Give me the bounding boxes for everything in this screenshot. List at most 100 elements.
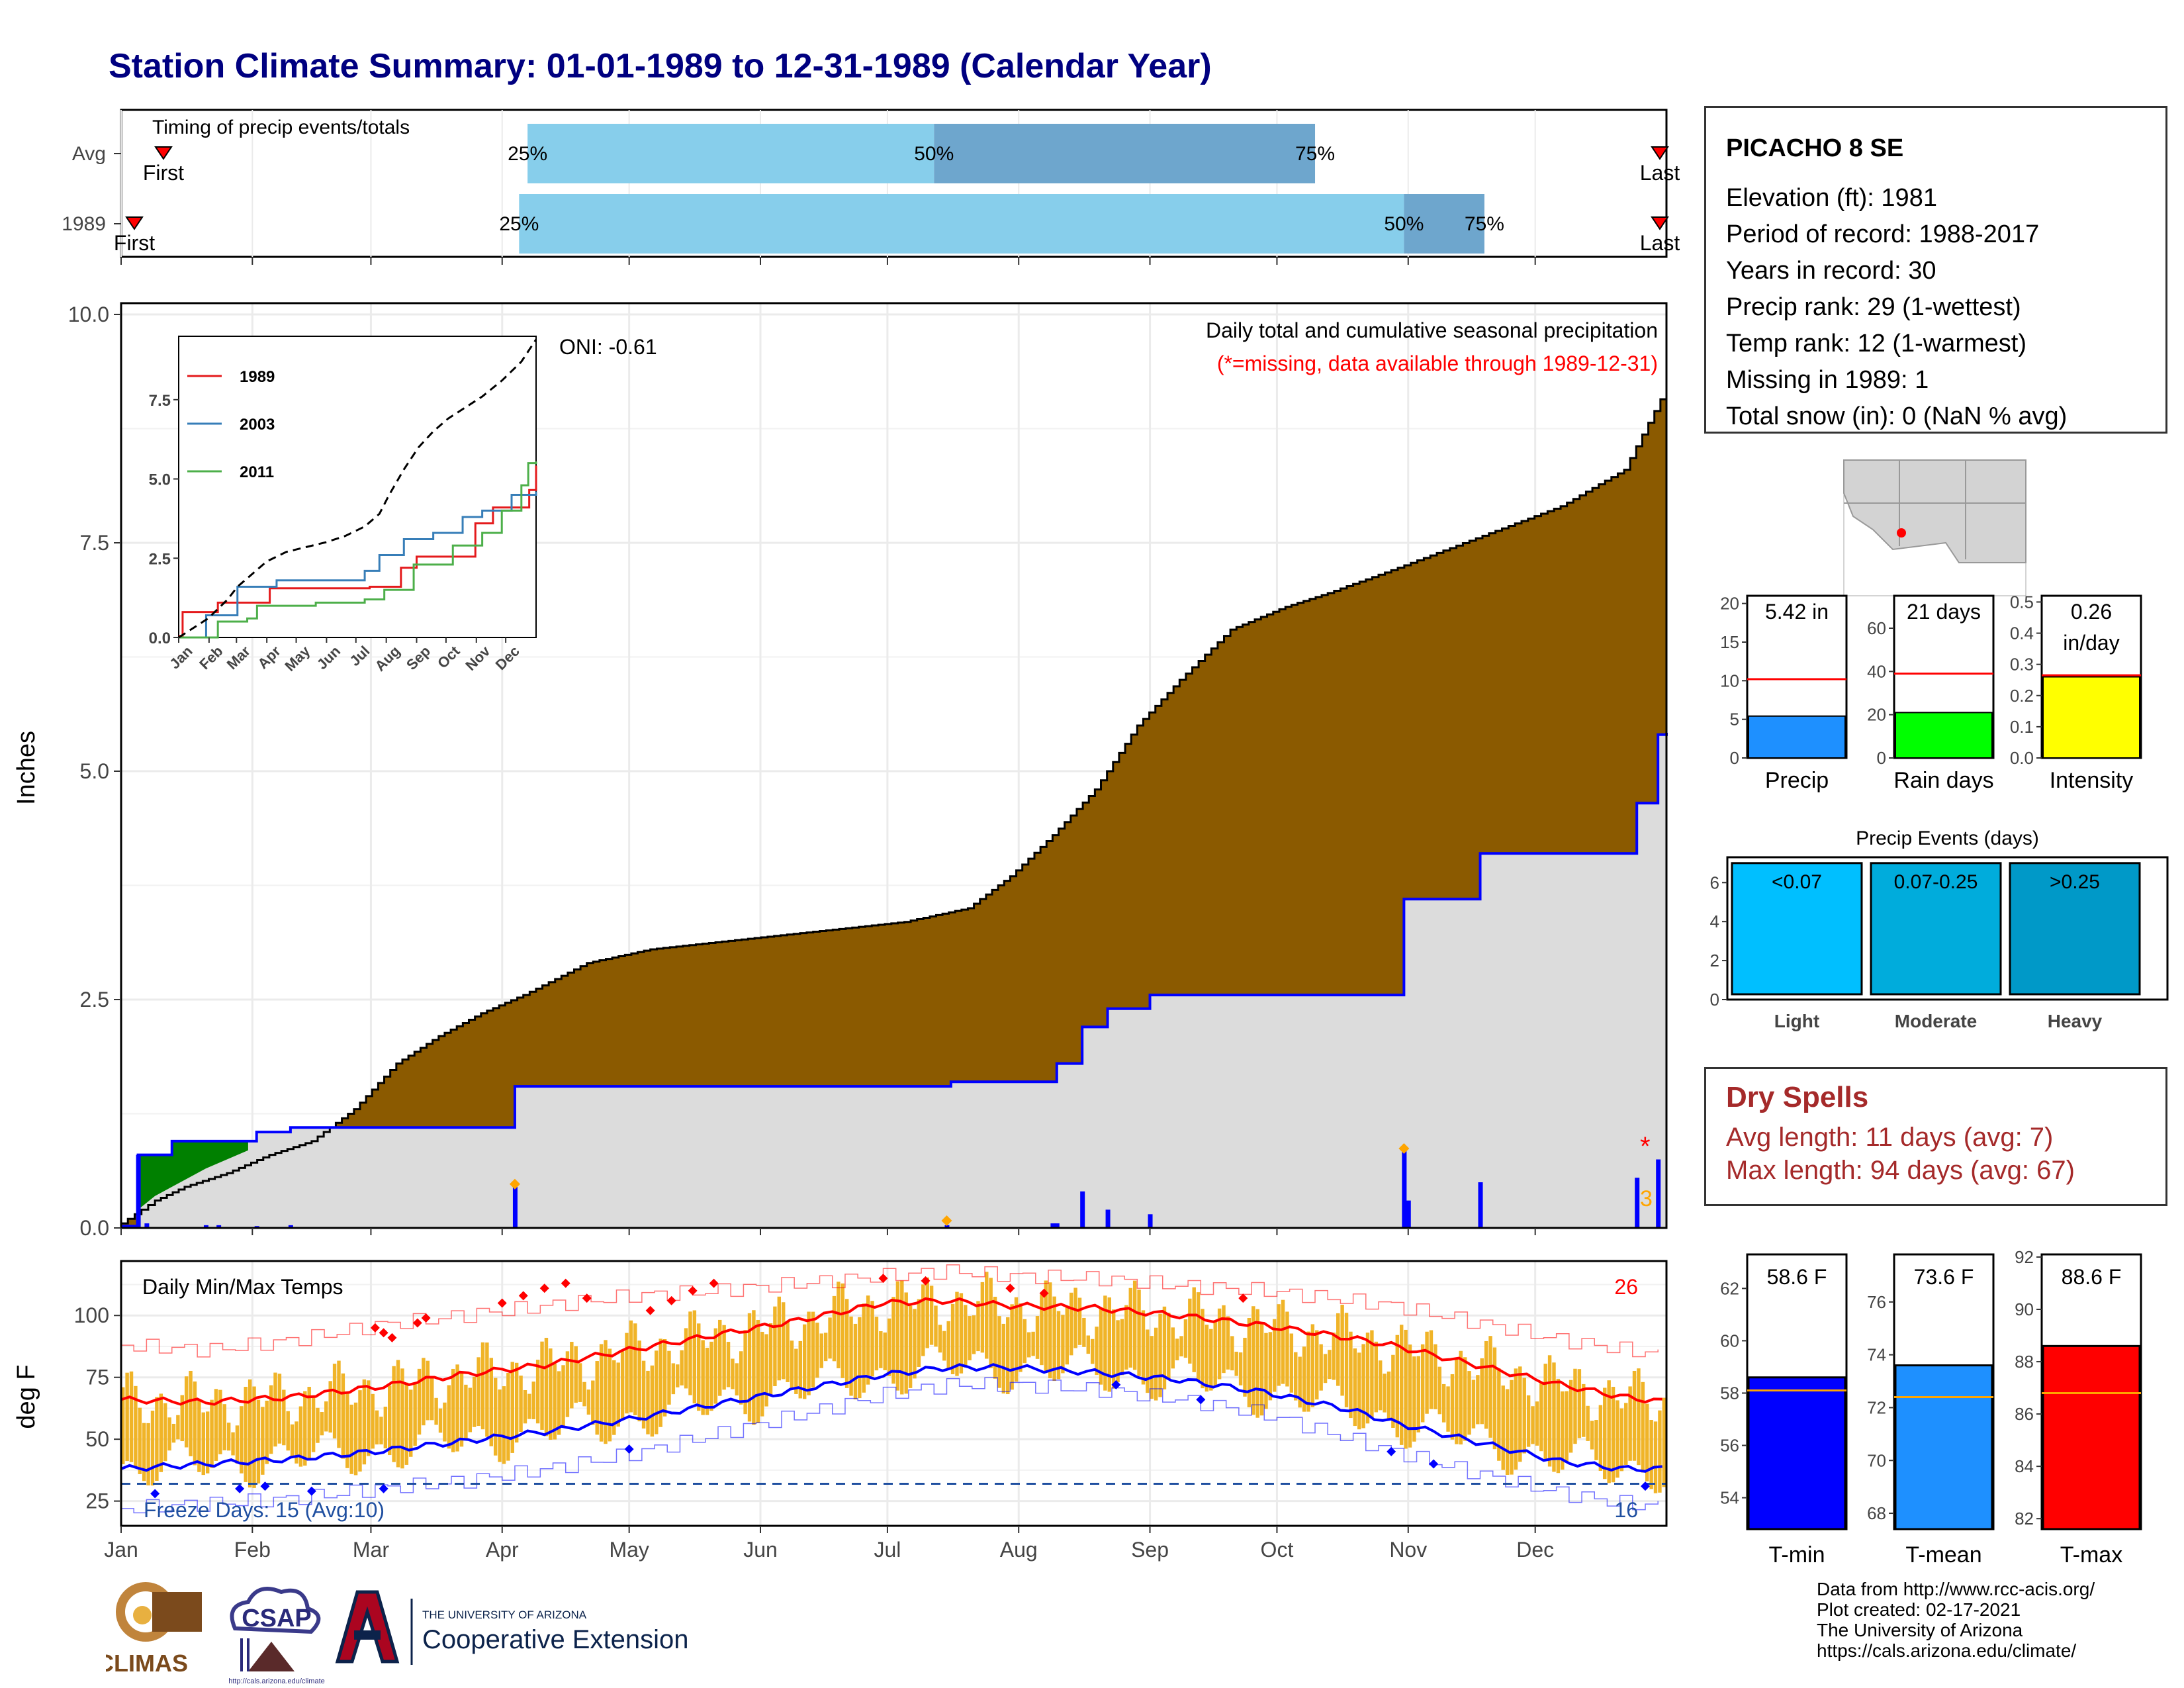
daily-temp-bar [561,1365,565,1427]
daily-temp-bar [1209,1329,1213,1391]
temp-gauge-value: 88.6 F [2062,1265,2122,1289]
daily-temp-bar [1662,1397,1666,1487]
daily-temp-bar [976,1301,980,1352]
daily-temp-bar [1416,1356,1420,1432]
daily-temp-bar [1441,1383,1446,1423]
dry-spells-avg: Avg length: 11 days (avg: 7) [1726,1123,2054,1152]
daily-temp-bar [802,1324,807,1399]
daily-temp-bar [307,1387,311,1461]
daily-temp-bar [180,1395,184,1442]
cold-day-marker [1641,1481,1651,1491]
daily-temp-bar [1247,1317,1251,1407]
daily-temp-bar [413,1383,417,1446]
daily-precip-bar [216,1225,222,1228]
daily-temp-bar [811,1311,815,1388]
precip-ytick-label: 10.0 [68,303,109,326]
hot-day-marker [387,1333,397,1342]
daily-temp-bar [218,1389,222,1454]
precip-frame [120,302,1668,1229]
daily-temp-bar [697,1323,701,1411]
gauge-ytick-label: 20 [1867,705,1886,725]
daily-temp-bar [1090,1338,1095,1364]
daily-precip-bar [1080,1191,1085,1228]
daily-temp-bar [735,1363,739,1396]
event-bar-label: >0.25 [2050,871,2100,893]
daily-temp-bar [1171,1327,1175,1369]
daily-temp-bar [544,1337,549,1436]
daily-precip-bar [288,1225,293,1228]
timing-bar-q25-q50 [519,194,1404,254]
daily-temp-bar [595,1361,599,1435]
hot-day-marker [370,1323,380,1333]
daily-temp-bar [553,1364,557,1440]
cold-day-marker [1196,1395,1206,1405]
daily-temp-bar [853,1323,858,1399]
temp-gauge-ytick-label: 70 [1867,1450,1886,1470]
daily-temp-bar [942,1331,946,1361]
daily-temp-bar [1624,1403,1628,1465]
gauge-ytick-label: 0 [1730,748,1739,768]
daily-temp-bar [1353,1348,1357,1427]
daily-precip-bar [1402,1150,1407,1228]
daily-temp-bar [993,1296,997,1379]
daily-temp-bar [134,1385,138,1468]
temp-gauge-ytick-label: 74 [1867,1345,1886,1365]
temp-gauge-value: 73.6 F [1914,1265,1974,1289]
daily-temp-bar [1158,1313,1162,1397]
month-label: Feb [234,1538,271,1562]
temp-gauge-label: T-max [2060,1542,2122,1568]
daily-temp-bar [764,1334,768,1407]
daily-temp-bar [946,1321,950,1369]
avg-max-line [120,1297,1662,1406]
daily-temp-bar [726,1342,731,1387]
daily-temp-bar [1234,1351,1238,1376]
inset-legend-label: 2003 [240,416,275,434]
daily-temp-bar [273,1372,277,1447]
daily-temp-bar [400,1368,404,1469]
daily-temp-bar [388,1385,392,1456]
cold-day-marker [260,1481,270,1491]
daily-temp-bar [311,1395,316,1452]
daily-temp-bar [1183,1319,1188,1358]
gauge-label: Precip [1765,768,1829,793]
daily-temp-bar [701,1340,705,1415]
timing-pct-label: 25% [499,213,539,235]
daily-temp-bar [1201,1309,1205,1389]
daily-temp-bar [502,1386,506,1464]
month-label: Oct [1261,1538,1294,1562]
daily-temp-bar [290,1424,295,1458]
event-category-label: Light [1774,1011,1819,1031]
daily-temp-bar [426,1360,430,1421]
cold-day-marker [1429,1459,1439,1469]
daily-temp-bar [1577,1369,1582,1438]
daily-temp-bar [464,1384,468,1440]
daily-temp-bar [240,1406,244,1474]
daily-temp-bar [226,1423,231,1451]
daily-temp-bar [828,1317,832,1359]
gauge-value: 21 days [1907,600,1981,624]
daily-temp-bar [341,1373,345,1459]
event-bar [1731,862,1863,996]
daily-temp-bar [286,1411,290,1451]
daily-temp-bar [819,1333,823,1368]
daily-temp-bar [303,1391,307,1466]
daily-temp-bar [985,1272,989,1359]
gauge-ytick-label: 20 [1720,594,1739,614]
daily-temp-bar [1645,1403,1649,1481]
daily-temp-bar [328,1381,332,1433]
hot-day-marker [582,1293,592,1303]
temp-gauge-ytick-label: 84 [2015,1456,2034,1476]
page-title: Station Climate Summary: 01-01-1989 to 1… [109,47,1212,85]
daily-temp-bar [184,1376,189,1448]
daily-temp-bar [1302,1346,1306,1412]
daily-temp-bar [1586,1405,1590,1441]
daily-temp-bar [540,1341,544,1430]
daily-temp-bar [1641,1382,1645,1473]
record-min-line [121,1377,1659,1514]
gauge-value: 5.42 in [1765,600,1829,624]
daily-temp-bar [1264,1333,1268,1409]
daily-temp-bar [1019,1303,1023,1372]
daily-temp-bar [747,1313,752,1422]
daily-temp-bar [358,1390,362,1472]
